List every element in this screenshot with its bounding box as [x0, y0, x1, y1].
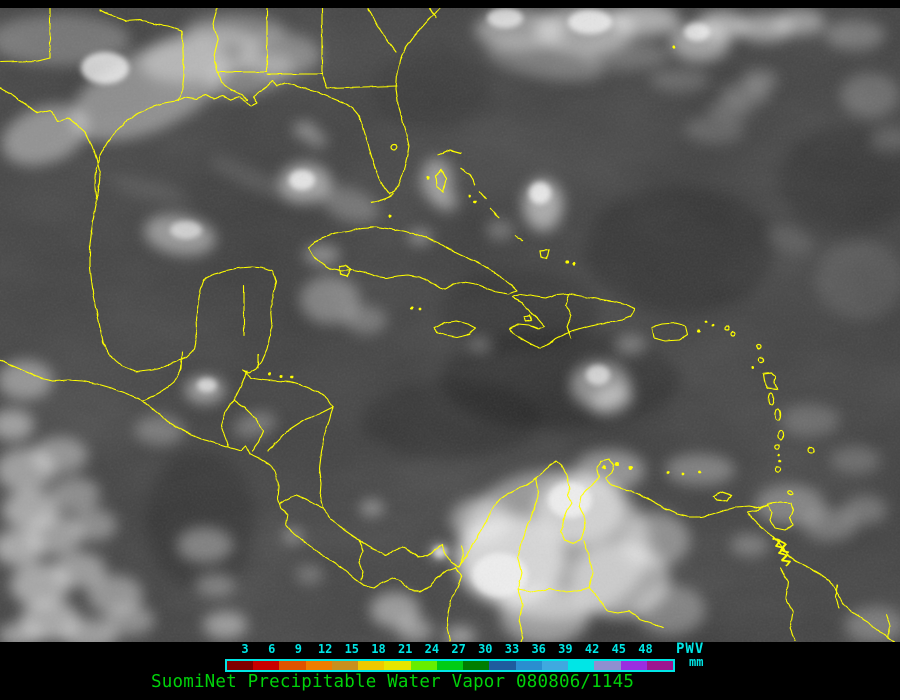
coastline-cuba	[308, 226, 518, 295]
coastline-mexico-caribbean-southamerica	[0, 87, 895, 642]
central-america-borders	[142, 285, 465, 581]
color-scale-tick: 24	[424, 642, 440, 656]
pwv-unit-mm: mm	[689, 655, 704, 669]
color-scale-segment	[541, 661, 569, 670]
color-scale-segment	[410, 661, 437, 670]
color-scale-tick: 15	[344, 642, 360, 656]
color-scale-tick: 36	[531, 642, 546, 656]
color-scale-segment	[515, 661, 542, 670]
coastline-pacific	[0, 359, 463, 642]
orinoco-delta	[771, 537, 791, 567]
haiti-dr-border	[565, 293, 572, 339]
color-scale-segment	[279, 661, 306, 670]
color-scale-segment	[305, 661, 332, 670]
pwv-unit-label: PWV	[676, 641, 705, 657]
color-scale-tick: 27	[451, 642, 466, 656]
pwv-color-scale	[225, 659, 675, 672]
color-scale-tick: 42	[584, 642, 600, 656]
color-scale-segment	[331, 661, 359, 670]
color-scale-tick: 3	[241, 642, 249, 656]
coastline-hispaniola	[508, 293, 636, 349]
color-scale-tick: 45	[611, 642, 627, 656]
coastline-us-gulf	[94, 8, 441, 201]
color-scale-segment	[358, 661, 385, 670]
lesser-antilles-islands	[268, 45, 815, 502]
color-scale-segment	[384, 661, 411, 670]
color-scale-segment	[620, 661, 647, 670]
color-scale-tick: 9	[294, 642, 302, 656]
color-scale-tick: 6	[268, 642, 276, 656]
color-scale-segment	[227, 661, 254, 670]
coastline-overlay	[0, 8, 895, 642]
isle-of-youth	[338, 264, 352, 277]
color-scale-tick: 21	[397, 642, 413, 656]
map-area	[0, 8, 900, 642]
coastline-puerto-rico	[651, 322, 689, 342]
color-scale-segment	[253, 661, 280, 670]
color-scale-segment	[463, 661, 490, 670]
color-scale-segment	[489, 661, 516, 670]
gonave-island	[523, 314, 533, 322]
color-scale-segment	[646, 661, 673, 670]
bahamas-islands	[370, 149, 576, 311]
color-scale-tick: 12	[317, 642, 333, 656]
color-scale-tick: 39	[558, 642, 573, 656]
color-scale-tick: 33	[504, 642, 520, 656]
state-borders	[0, 8, 437, 102]
image-caption: SuomiNet Precipitable Water Vapor 080806…	[151, 672, 635, 692]
lake-okeechobee	[390, 143, 398, 151]
color-scale-tick: 30	[478, 642, 493, 656]
color-scale-tick: 48	[638, 642, 653, 656]
color-scale-segment	[594, 661, 621, 670]
color-scale-tick: 18	[371, 642, 386, 656]
grain-texture	[0, 8, 900, 642]
coastline-trinidad	[767, 501, 794, 531]
color-scale-segment	[436, 661, 464, 670]
south-america-borders	[517, 477, 891, 642]
coastline-jamaica	[433, 320, 477, 338]
color-scale-segment	[568, 661, 595, 670]
